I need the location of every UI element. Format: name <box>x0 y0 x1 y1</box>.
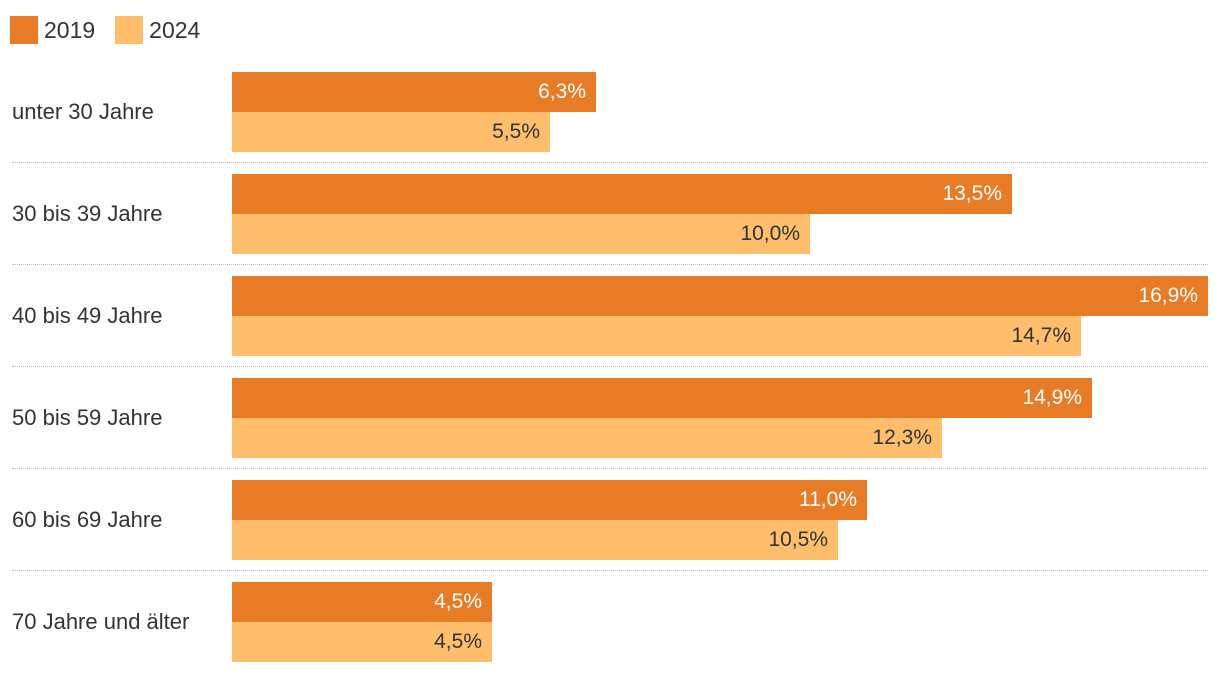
category-label: 70 Jahre und älter <box>12 609 190 634</box>
legend-label-2024: 2024 <box>149 16 201 43</box>
bar-value-label: 12,3% <box>872 426 932 449</box>
bar-2024: 14,7% <box>232 316 1081 356</box>
bar-2019: 4,5% <box>232 582 492 622</box>
bar-value-label: 13,5% <box>942 182 1002 205</box>
bar-2024: 5,5% <box>232 112 550 152</box>
chart-row: 60 bis 69 Jahre 11,0% 10,5% <box>12 480 1208 582</box>
legend-swatch-2024 <box>115 16 144 44</box>
row-divider <box>12 468 1208 469</box>
bar-value-label: 14,9% <box>1022 386 1082 409</box>
bar-2019: 14,9% <box>232 378 1092 418</box>
bar-value-label: 16,9% <box>1138 284 1198 307</box>
bar-2019: 11,0% <box>232 480 867 520</box>
category-label: 40 bis 49 Jahre <box>12 303 163 328</box>
bar-2019: 13,5% <box>232 174 1012 214</box>
bar-2019: 16,9% <box>232 276 1208 316</box>
bar-value-label: 6,3% <box>538 80 586 103</box>
chart-row: 70 Jahre und älter 4,5% 4,5% <box>12 582 1208 684</box>
category-label: 30 bis 39 Jahre <box>12 201 163 226</box>
bar-value-label: 11,0% <box>799 488 857 511</box>
legend-label-2019: 2019 <box>44 16 96 43</box>
chart-row: 40 bis 49 Jahre 16,9% 14,7% <box>12 276 1208 378</box>
row-divider <box>12 264 1208 265</box>
bar-2024: 10,0% <box>232 214 810 254</box>
category-label: 60 bis 69 Jahre <box>12 507 163 532</box>
bar-2024: 10,5% <box>232 520 838 560</box>
chart-row: 50 bis 59 Jahre 14,9% 12,3% <box>12 378 1208 480</box>
bar-value-label: 4,5% <box>434 630 482 653</box>
category-label: 50 bis 59 Jahre <box>12 405 163 430</box>
bar-value-label: 10,0% <box>740 222 800 245</box>
bar-2024: 4,5% <box>232 622 492 662</box>
bar-value-label: 14,7% <box>1011 324 1071 347</box>
bar-value-label: 4,5% <box>434 590 482 613</box>
category-label: unter 30 Jahre <box>12 99 154 124</box>
row-divider <box>12 162 1208 163</box>
row-divider <box>12 570 1208 571</box>
bar-value-label: 10,5% <box>768 528 828 551</box>
bar-2024: 12,3% <box>232 418 942 458</box>
legend-item-2019: 2019 <box>10 16 95 44</box>
chart-row: unter 30 Jahre 6,3% 5,5% <box>12 72 1208 174</box>
chart-row: 30 bis 39 Jahre 13,5% 10,0% <box>12 174 1208 276</box>
chart-legend: 2019 2024 <box>10 16 220 44</box>
bar-value-label: 5,5% <box>492 120 540 143</box>
legend-swatch-2019 <box>10 16 38 44</box>
row-divider <box>12 366 1208 367</box>
bar-2019: 6,3% <box>232 72 596 112</box>
legend-item-2024: 2024 <box>115 16 200 44</box>
